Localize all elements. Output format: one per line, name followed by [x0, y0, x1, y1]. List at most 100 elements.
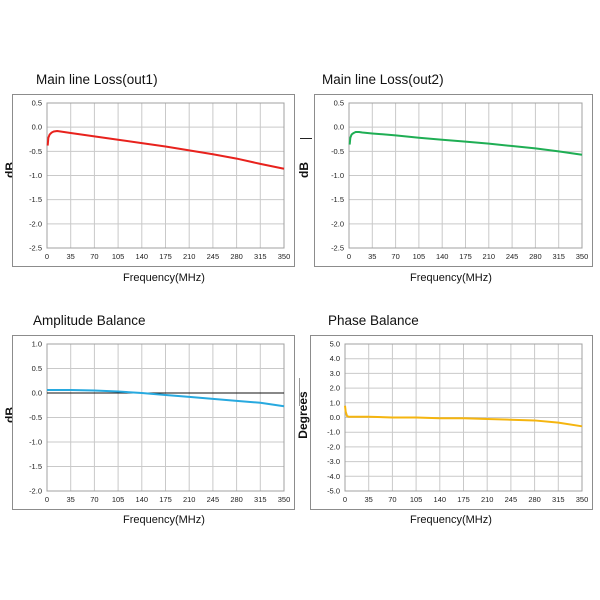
y-tick-label: -2.0 [29, 487, 42, 496]
y-tick-label: 4.0 [330, 354, 340, 363]
x-tick-label: 105 [413, 252, 426, 261]
chart-panel: 0 35 70 105 140 175 210 245 280 315 350 5.0 4.0 3.0 2.… [310, 335, 593, 510]
chart-plot: 0 35 70 105 140 175 210 245 280 315 350 5.0 4.0 3.0 2.… [327, 340, 589, 505]
y-tick-label: -1.0 [29, 171, 42, 180]
x-tick-label: 35 [365, 495, 373, 504]
x-tick-label: 175 [459, 252, 472, 261]
x-tick-label: 350 [278, 495, 291, 504]
plot-area-border [344, 343, 583, 492]
x-axis-label: Frequency(MHz) [410, 272, 492, 284]
x-tick-label: 105 [410, 495, 423, 504]
x-axis-label: Frequency(MHz) [410, 514, 492, 526]
y-tick-label: -3.0 [327, 457, 340, 466]
x-tick-label: 210 [183, 252, 196, 261]
x-axis-label: Frequency(MHz) [123, 272, 205, 284]
series-line [348, 131, 583, 156]
y-tick-label: 5.0 [330, 340, 340, 349]
y-tick-label: -1.5 [331, 195, 344, 204]
y-tick-label: -2.0 [327, 442, 340, 451]
x-tick-label: 315 [254, 495, 267, 504]
x-tick-label: 350 [278, 252, 291, 261]
y-tick-label: -2.5 [29, 244, 42, 253]
x-tick-label: 210 [481, 495, 494, 504]
chart-panel: 0 35 70 105 140 175 210 245 280 315 350 0.5 0.0 -0.5 -… [314, 94, 593, 267]
chart-plot: 0 35 70 105 140 175 210 245 280 315 350 0.5 0.0 -0.5 -… [331, 99, 589, 262]
x-axis-label: Frequency(MHz) [123, 514, 205, 526]
x-tick-label: 175 [159, 252, 172, 261]
x-tick-label: 70 [90, 495, 98, 504]
x-tick-label: 315 [552, 252, 565, 261]
y-tick-label: 0.5 [32, 364, 42, 373]
separator-mark [300, 138, 312, 139]
x-tick-label: 140 [136, 495, 149, 504]
x-tick-label: 105 [112, 495, 125, 504]
x-tick-label: 245 [207, 495, 220, 504]
x-tick-label: 280 [528, 495, 541, 504]
y-tick-label: -1.0 [327, 428, 340, 437]
y-tick-label: -1.5 [29, 195, 42, 204]
x-tick-label: 175 [457, 495, 470, 504]
x-tick-label: 140 [436, 252, 449, 261]
chart-title: Main line Loss(out2) [322, 72, 444, 87]
y-tick-label: 0.0 [32, 389, 42, 398]
x-tick-label: 210 [483, 252, 496, 261]
plot-area-border [348, 102, 583, 249]
series-line [344, 405, 583, 428]
chart-title: Main line Loss(out1) [36, 72, 158, 87]
y-tick-label: -0.5 [29, 147, 42, 156]
separator-mark [299, 378, 300, 406]
y-tick-label: 1.0 [32, 340, 42, 349]
y-tick-label: -0.5 [29, 413, 42, 422]
y-tick-label: -1.0 [29, 438, 42, 447]
x-tick-label: 140 [136, 252, 149, 261]
x-tick-label: 245 [506, 252, 519, 261]
y-tick-label: 0.0 [32, 123, 42, 132]
series-line [46, 130, 285, 170]
y-tick-label: 0.0 [330, 413, 340, 422]
x-tick-label: 35 [67, 252, 75, 261]
x-tick-label: 0 [45, 252, 49, 261]
y-tick-label: 0.5 [334, 99, 344, 108]
y-tick-label: 1.0 [330, 398, 340, 407]
x-tick-label: 35 [67, 495, 75, 504]
x-tick-label: 280 [529, 252, 542, 261]
y-tick-label: -2.5 [331, 244, 344, 253]
x-tick-label: 35 [368, 252, 376, 261]
y-tick-label: -5.0 [327, 487, 340, 496]
plot-area-border [46, 102, 285, 249]
chart-plot: 0 35 70 105 140 175 210 245 280 315 350 0.5 0.0 -0.5 -… [29, 99, 291, 262]
y-tick-label: -1.5 [29, 462, 42, 471]
chart-plot: 0 35 70 105 140 175 210 245 280 315 350 1.0 0.5 0.0 -0… [29, 340, 291, 505]
chart-panel: 0 35 70 105 140 175 210 245 280 315 350 0.5 0.0 -0.5 -… [12, 94, 295, 267]
x-tick-label: 245 [207, 252, 220, 261]
x-tick-label: 210 [183, 495, 196, 504]
x-tick-label: 315 [552, 495, 565, 504]
x-tick-label: 280 [230, 495, 243, 504]
chart-panel: 0 35 70 105 140 175 210 245 280 315 350 1.0 0.5 0.0 -0… [12, 335, 295, 510]
x-tick-label: 105 [112, 252, 125, 261]
plot-area-border [46, 343, 285, 492]
x-tick-label: 0 [343, 495, 347, 504]
y-tick-label: -2.0 [29, 219, 42, 228]
x-tick-label: 175 [159, 495, 172, 504]
x-tick-label: 350 [576, 495, 589, 504]
series-line [47, 389, 285, 408]
x-tick-label: 0 [347, 252, 351, 261]
y-axis-label: dB [297, 162, 311, 178]
chart-title: Amplitude Balance [33, 313, 146, 328]
x-tick-label: 70 [388, 495, 396, 504]
y-tick-label: 2.0 [330, 384, 340, 393]
x-tick-label: 245 [505, 495, 518, 504]
x-tick-label: 350 [576, 252, 589, 261]
y-tick-label: -0.5 [331, 147, 344, 156]
y-tick-label: 3.0 [330, 369, 340, 378]
x-tick-label: 70 [391, 252, 399, 261]
y-tick-label: -2.0 [331, 219, 344, 228]
x-tick-label: 315 [254, 252, 267, 261]
y-tick-label: 0.0 [334, 123, 344, 132]
x-tick-label: 280 [230, 252, 243, 261]
x-tick-label: 70 [90, 252, 98, 261]
chart-title: Phase Balance [328, 313, 419, 328]
y-tick-label: 0.5 [32, 99, 42, 108]
x-tick-label: 140 [434, 495, 447, 504]
